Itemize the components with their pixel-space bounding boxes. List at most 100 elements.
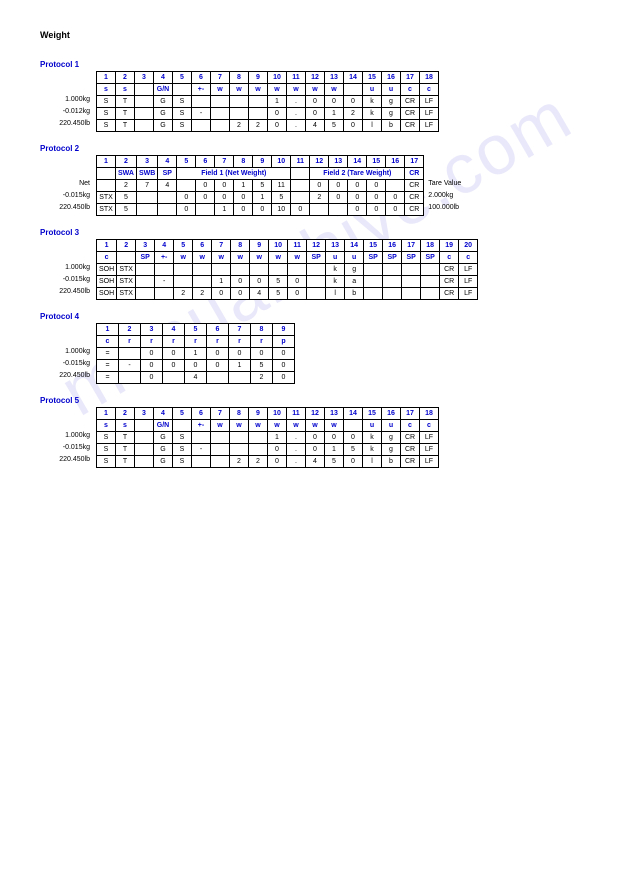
col-header: 17 [405,156,424,168]
cell: 0 [288,288,307,300]
table-row: STGS-0.012kgCRLF [97,108,439,120]
weight-label: 1.000kg [40,430,90,442]
cell: S [173,108,192,120]
weight-label: 220.450lb [40,118,90,130]
col-header: 1 [97,324,119,336]
cell: k [363,108,382,120]
cell: 0 [306,108,325,120]
sub-header: w [211,84,230,96]
sub-header: SP [421,252,440,264]
cell: 5 [251,360,273,372]
sub-header: u [363,420,382,432]
cell: 0 [196,180,215,192]
cell: 5 [325,120,344,132]
cell: CR [405,180,424,192]
cell: 0 [250,276,269,288]
cell: 0 [215,192,234,204]
weight-label: Net [40,178,90,190]
sub-header: c [440,252,459,264]
cell: 5 [116,192,137,204]
table-row: STGS220.450lbCRLF [97,456,439,468]
cell: 0 [344,120,363,132]
cell: S [97,444,116,456]
cell [269,264,288,276]
col-header: 15 [367,156,386,168]
cell: 0 [306,432,325,444]
cell: g [382,444,401,456]
sub-header: u [363,84,382,96]
sub-header: SP [136,252,155,264]
cell [364,288,383,300]
row-labels: 1.000kg-0.015kg220.450lb [40,262,96,300]
sub-header: w [193,252,212,264]
cell: 2 [249,456,268,468]
cell: 0 [268,444,287,456]
cell [135,444,154,456]
sub-header [344,84,363,96]
cell: k [326,276,345,288]
cell: k [326,264,345,276]
cell: CR [401,444,420,456]
sub-header: w [269,252,288,264]
cell: 0 [386,192,405,204]
cell: 1 [268,96,287,108]
cell: 4 [185,372,207,384]
col-header: 14 [345,240,364,252]
sub-header: s [116,420,135,432]
cell: 5 [272,192,291,204]
cell: 0 [367,192,386,204]
sub-header: G/N [154,420,173,432]
cell: 0 [234,192,253,204]
cell: 0 [163,348,185,360]
cell: 1 [268,432,287,444]
table-row: =0010000 [97,348,295,360]
col-header: 13 [329,156,348,168]
col-header: 17 [402,240,421,252]
weight-label: 220.450lb [40,370,90,382]
cell: 0 [196,192,215,204]
cell [97,180,116,192]
row-labels: 1.000kg-0.015kg220.450lb [40,430,96,468]
cell: 0 [329,180,348,192]
sub-header [173,420,192,432]
cell: 5 [116,204,137,216]
table-row: 2740015110000CR [97,180,424,192]
cell: k [363,96,382,108]
cell: 10 [272,204,291,216]
cell: 0 [348,204,367,216]
col-header: 4 [158,156,177,168]
cell [193,264,212,276]
cell [158,204,177,216]
sub-header: w [287,84,306,96]
cell: G [154,444,173,456]
cell: 0 [273,360,295,372]
extra-label: Tare Value [428,178,461,190]
col-header: 18 [421,240,440,252]
cell [136,288,155,300]
cell: CR [401,96,420,108]
cell [136,264,155,276]
cell: b [345,288,364,300]
cell [231,264,250,276]
cell: - [192,444,211,456]
cell: 1 [234,180,253,192]
cell: CR [405,204,424,216]
col-header: 4 [163,324,185,336]
cell [119,372,141,384]
cell [310,204,329,216]
col-header: 10 [268,408,287,420]
sub-header: SP [383,252,402,264]
cell [229,372,251,384]
cell [119,348,141,360]
cell: LF [459,288,478,300]
cell [211,120,230,132]
sub-header: c [459,252,478,264]
sub-header: w [288,252,307,264]
weight-label: 1.000kg [40,94,90,106]
cell [250,264,269,276]
cell: . [287,96,306,108]
col-header: 3 [135,72,154,84]
col-header: 9 [249,408,268,420]
cell: STX [117,288,136,300]
cell [135,456,154,468]
